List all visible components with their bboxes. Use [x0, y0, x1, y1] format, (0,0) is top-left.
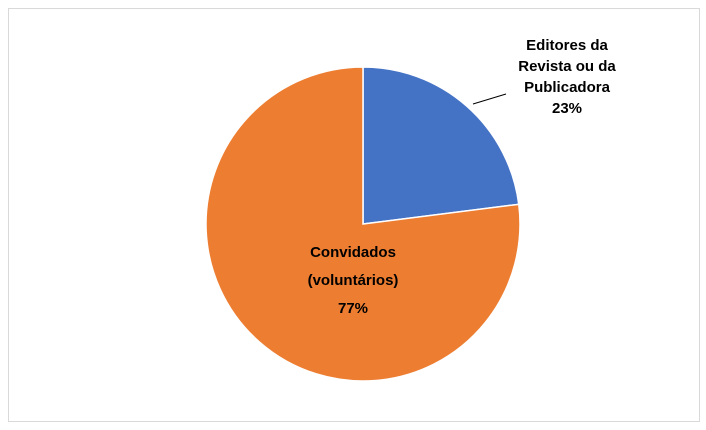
- slice-value-label: 23%: [552, 100, 582, 117]
- pie-slice-1: [205, 66, 521, 382]
- leader-line: [472, 93, 507, 105]
- pie-slices: [205, 66, 521, 382]
- slice-label-line: Publicadora: [524, 79, 611, 96]
- slice-label-line: Editores da: [526, 37, 608, 54]
- slice-label-convidados: Convidados (voluntários) 77%: [308, 244, 399, 317]
- slice-value-label: 77%: [338, 300, 368, 317]
- pie-slice-0: [362, 66, 520, 225]
- slice-label-line: Convidados: [310, 244, 396, 261]
- slice-label-line: Revista ou da: [518, 58, 616, 75]
- slice-label-line: (voluntários): [308, 272, 399, 289]
- slice-label-editores: Editores da Revista ou da Publicadora 23…: [518, 37, 616, 117]
